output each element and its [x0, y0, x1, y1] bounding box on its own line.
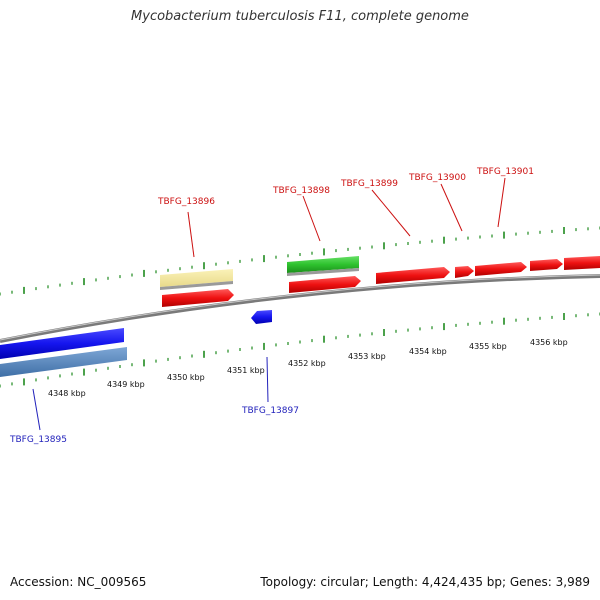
genome-summary-text: Topology: circular; Length: 4,424,435 bp…	[260, 575, 590, 589]
leader-tbfg-13898	[302, 195, 321, 242]
minus-strand-features	[0, 310, 272, 377]
accession-text: Accession: NC_009565	[10, 575, 147, 589]
lower-tick-row	[0, 312, 600, 388]
genome-backbone	[0, 274, 600, 343]
plus-strand-features	[160, 256, 600, 307]
gene-label-tbfg-13897[interactable]: TBFG_13897	[241, 406, 299, 416]
gene-label-tbfg-13899[interactable]: TBFG_13899	[340, 179, 398, 189]
tick-label-4356: 4356 kbp	[530, 338, 568, 347]
genome-backbone-highlight	[0, 274, 600, 341]
gene-label-tbfg-13898[interactable]: TBFG_13898	[272, 186, 330, 196]
gene-next-cds-feature-b[interactable]	[564, 256, 600, 270]
gene-tbfg-13899-cds-feature[interactable]	[376, 267, 450, 284]
upper-tick-row	[0, 226, 600, 296]
gene-tbfg-13895-feature[interactable]	[0, 328, 124, 359]
gene-tbfg-13898-cds-feature[interactable]	[289, 276, 361, 293]
tick-labels: 4348 kbp 4349 kbp 4350 kbp 4351 kbp 4352…	[48, 338, 568, 398]
tick-label-4355: 4355 kbp	[469, 342, 507, 351]
tick-label-4351: 4351 kbp	[227, 366, 265, 375]
gene-label-tbfg-13900[interactable]: TBFG_13900	[408, 173, 466, 183]
leader-tbfg-13895	[32, 388, 41, 431]
gene-label-tbfg-13901[interactable]: TBFG_13901	[476, 167, 534, 177]
leader-tbfg-13900	[440, 183, 463, 232]
tick-label-4354: 4354 kbp	[409, 347, 447, 356]
gene-tbfg-13898-feature[interactable]	[287, 256, 359, 273]
gene-label-tbfg-13895[interactable]: TBFG_13895	[9, 435, 67, 445]
leader-tbfg-13896	[187, 211, 195, 258]
gene-tbfg-13898-underline	[287, 268, 359, 276]
tick-label-4350: 4350 kbp	[167, 373, 205, 382]
gene-labels: TBFG_13895 TBFG_13896 TBFG_13897 TBFG_13…	[9, 167, 534, 445]
tick-label-4352: 4352 kbp	[288, 359, 326, 368]
leader-tbfg-13901	[497, 177, 506, 228]
gene-tbfg-13896-underline	[160, 281, 233, 290]
tick-label-4348: 4348 kbp	[48, 389, 86, 398]
gene-label-leaders	[32, 177, 506, 431]
gene-tbfg-13900-cds-feature[interactable]	[455, 266, 474, 278]
leader-tbfg-13899	[371, 189, 411, 237]
map-title: Mycobacterium tuberculosis F11, complete…	[131, 9, 469, 24]
gene-label-tbfg-13896[interactable]: TBFG_13896	[157, 197, 215, 207]
tick-label-4353: 4353 kbp	[348, 352, 386, 361]
gene-tbfg-13895-cds-feature[interactable]	[0, 347, 127, 377]
gene-next-cds-feature-a[interactable]	[530, 259, 563, 271]
tick-label-4349: 4349 kbp	[107, 380, 145, 389]
leader-tbfg-13897	[266, 356, 269, 403]
gene-tbfg-13896-cds-feature[interactable]	[162, 289, 234, 307]
gene-tbfg-13901-cds-feature[interactable]	[475, 262, 527, 276]
gene-tbfg-13897-feature[interactable]	[251, 310, 272, 324]
